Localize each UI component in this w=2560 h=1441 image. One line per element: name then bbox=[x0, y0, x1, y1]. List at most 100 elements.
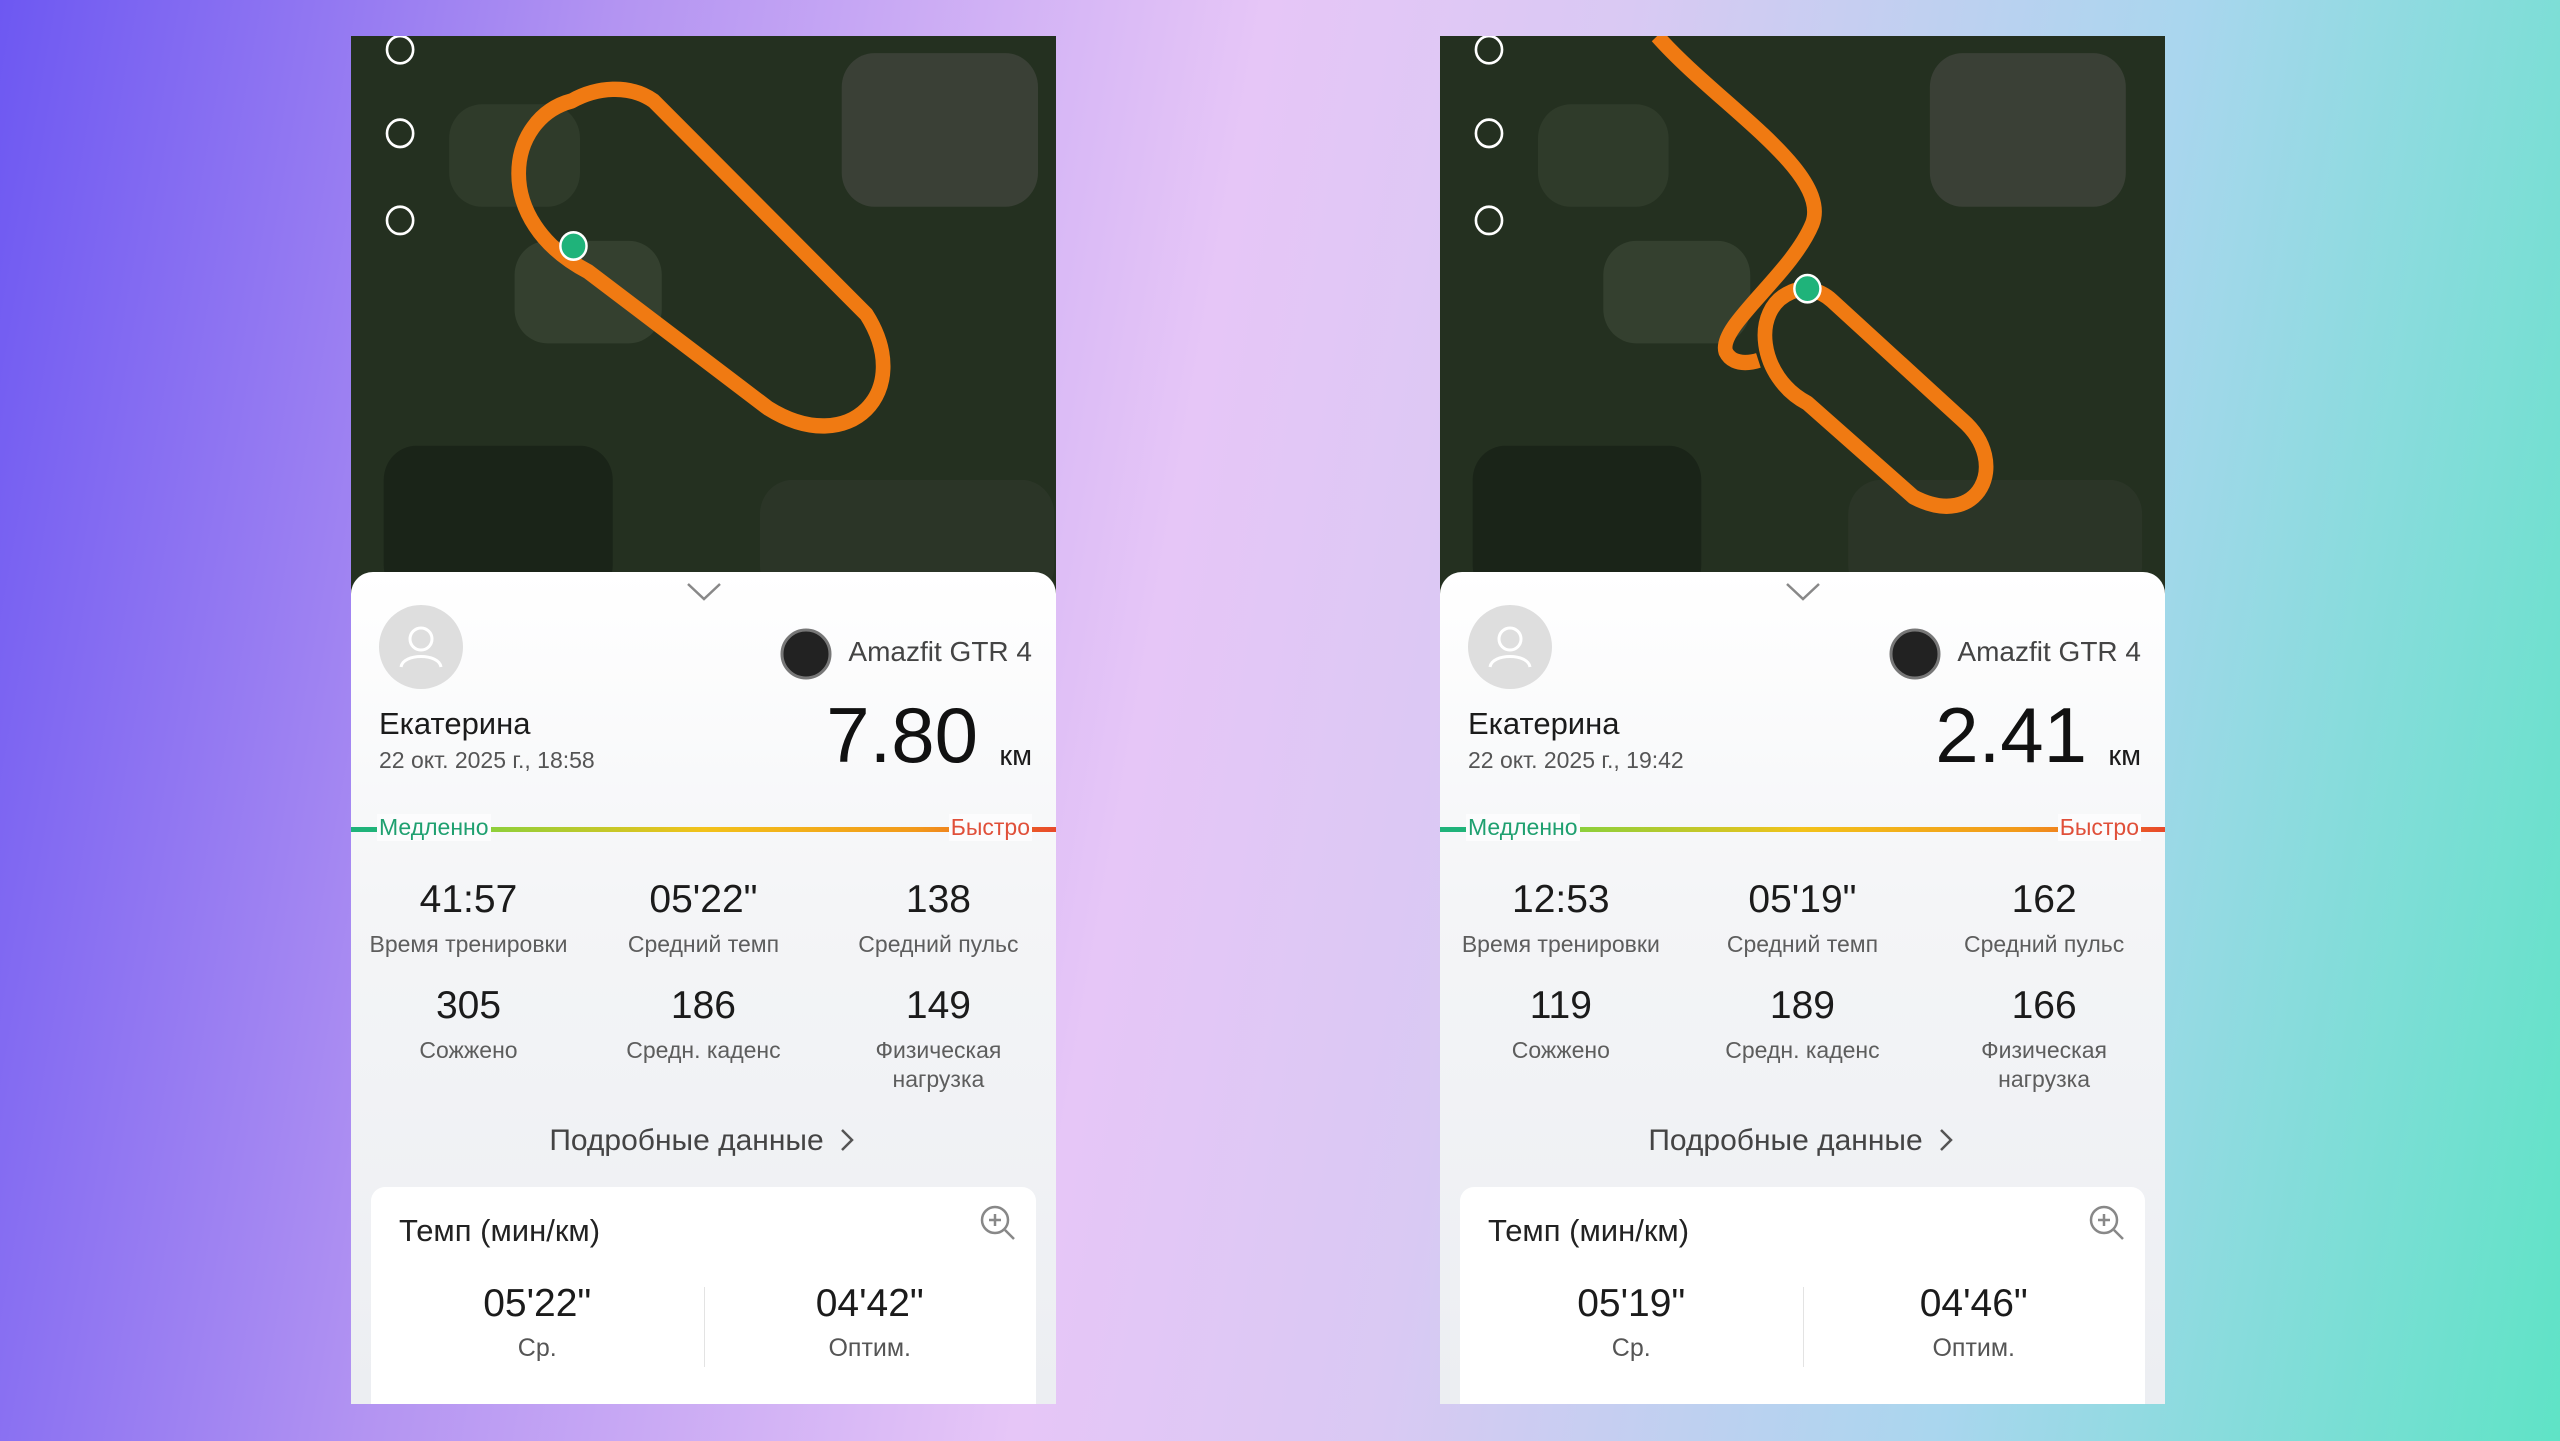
avatar[interactable] bbox=[379, 605, 463, 689]
details-arrow bbox=[840, 1129, 854, 1151]
zoom-icon[interactable] bbox=[2087, 1203, 2127, 1243]
pace-best: 04'46" Оптим. bbox=[1803, 1282, 2146, 1363]
stat: 186 Средн. каденс bbox=[586, 984, 821, 1065]
avatar-bg bbox=[379, 605, 463, 689]
stat-value: 119 bbox=[1529, 984, 1592, 1027]
start-point bbox=[1793, 273, 1822, 304]
arrow bbox=[840, 1129, 854, 1151]
route bbox=[1757, 281, 1994, 514]
pace-divider bbox=[703, 1287, 705, 1367]
stat: 119 Сожжено bbox=[1440, 984, 1682, 1065]
pace-scale bbox=[1440, 827, 2165, 832]
stat-value: 41:57 bbox=[419, 878, 518, 921]
pace-best: 04'42" Оптим. bbox=[704, 1282, 1037, 1363]
map-area bbox=[383, 445, 613, 596]
stat-value: 189 bbox=[1769, 984, 1835, 1027]
avatar-body bbox=[1488, 655, 1532, 668]
route bbox=[511, 81, 891, 434]
watch-face bbox=[780, 628, 832, 680]
distance: 2.41 bbox=[1935, 691, 2087, 779]
visibility-icon[interactable] bbox=[1474, 118, 1504, 149]
scale-fast-label: Быстро bbox=[948, 814, 1032, 841]
visibility-icon[interactable] bbox=[385, 118, 415, 149]
chevron bbox=[1785, 583, 1820, 601]
stat-value: 138 bbox=[905, 878, 971, 921]
zoom-cross bbox=[2098, 1214, 2124, 1240]
details-text[interactable]: Подробные данные bbox=[549, 1124, 824, 1157]
avatar-head bbox=[1497, 626, 1523, 652]
stat: 05'22" Средний темп bbox=[586, 878, 821, 959]
workout-datetime: 22 окт. 2025 г., 19:42 bbox=[1468, 747, 1684, 773]
zoom-icon[interactable] bbox=[978, 1203, 1018, 1243]
arrow bbox=[1939, 1129, 1953, 1151]
collapse-chevron[interactable] bbox=[686, 582, 722, 602]
pace-value: 04'46" bbox=[1919, 1282, 2028, 1325]
pace-label: Оптим. bbox=[1932, 1334, 2016, 1362]
zoom-circle bbox=[980, 1205, 1010, 1235]
distance-unit: км bbox=[2108, 740, 2141, 772]
stat-label: Средний пульс bbox=[858, 931, 1019, 957]
summary-card: Amazfit GTR 4 Екатерина 22 окт. 2025 г., 1… bbox=[1440, 572, 2165, 1404]
pace-avg: 05'19" Ср. bbox=[1460, 1282, 1803, 1363]
stat-value: 05'19" bbox=[1748, 878, 1857, 921]
pace-scale bbox=[351, 827, 1056, 832]
stat-label: Средний темп bbox=[1726, 931, 1879, 957]
stat: 149 Физическая нагрузка bbox=[821, 984, 1056, 1094]
stat-label: Физическая нагрузка bbox=[875, 1037, 1002, 1092]
details-text[interactable]: Подробные данные bbox=[1648, 1124, 1923, 1157]
stat-value: 305 bbox=[435, 984, 502, 1027]
watch-icon bbox=[1889, 628, 1941, 680]
stat-value: 12:53 bbox=[1512, 878, 1610, 921]
summary-card: Amazfit GTR 4 Екатерина 22 окт. 2025 г., 1… bbox=[351, 572, 1056, 1404]
stat-value: 166 bbox=[2011, 984, 2077, 1027]
stat-label: Средний пульс bbox=[1963, 931, 2125, 957]
locate-icon[interactable] bbox=[385, 205, 415, 236]
collapse-chevron[interactable] bbox=[1785, 582, 1821, 602]
map-area bbox=[841, 53, 1039, 207]
stat: 138 Средний пульс bbox=[821, 878, 1056, 959]
pace-value: 05'22" bbox=[483, 1282, 592, 1325]
avatar-body bbox=[399, 655, 443, 668]
map[interactable] bbox=[1440, 36, 2165, 596]
layers-icon[interactable] bbox=[385, 36, 415, 65]
avatar-head bbox=[408, 626, 434, 652]
pace-value: 04'42" bbox=[815, 1282, 924, 1325]
avatar-bg bbox=[1468, 605, 1552, 689]
locate-icon[interactable] bbox=[1474, 205, 1504, 236]
stat-label: Средн. каденс bbox=[626, 1037, 781, 1063]
stat-value: 186 bbox=[670, 984, 736, 1027]
device-name: Amazfit GTR 4 bbox=[848, 636, 1032, 667]
map-area bbox=[514, 240, 662, 344]
map-area bbox=[1472, 445, 1702, 596]
layers-icon[interactable] bbox=[1474, 36, 1504, 65]
stat-value: 149 bbox=[905, 984, 971, 1027]
pace-label: Оптим. bbox=[828, 1334, 912, 1362]
zoom-circle bbox=[2089, 1205, 2119, 1235]
scale-slow-label: Медленно bbox=[377, 814, 491, 841]
start-point bbox=[559, 231, 588, 261]
stat-label: Сожжено bbox=[1511, 1037, 1610, 1063]
avatar[interactable] bbox=[1468, 605, 1552, 689]
stat-label: Время тренировки bbox=[1461, 931, 1660, 957]
details-link[interactable]: Подробные данные bbox=[351, 1124, 1056, 1158]
stat-value: 162 bbox=[2011, 878, 2077, 921]
stat-label: Сожжено bbox=[419, 1037, 518, 1063]
pace-value: 05'19" bbox=[1577, 1282, 1686, 1325]
pace-divider bbox=[1802, 1287, 1804, 1367]
stat: 305 Сожжено bbox=[351, 984, 586, 1065]
scale-slow-label: Медленно bbox=[1466, 814, 1580, 841]
map-area bbox=[1537, 104, 1669, 207]
route bbox=[1651, 36, 1822, 371]
zoom-cross bbox=[989, 1214, 1015, 1240]
stat: 05'19" Средний темп bbox=[1682, 878, 1924, 959]
stat-value: 05'22" bbox=[649, 878, 758, 921]
user-name: Екатерина bbox=[1468, 706, 1620, 741]
watch-icon bbox=[780, 628, 832, 680]
workout-datetime: 22 окт. 2025 г., 18:58 bbox=[379, 747, 595, 773]
stat: 12:53 Время тренировки bbox=[1440, 878, 1682, 959]
map[interactable] bbox=[351, 36, 1056, 596]
stat-label: Средн. каденс bbox=[1725, 1037, 1880, 1063]
details-link[interactable]: Подробные данные bbox=[1440, 1124, 2165, 1158]
stat-label: Средний темп bbox=[627, 931, 780, 957]
device-name: Amazfit GTR 4 bbox=[1957, 636, 2141, 667]
